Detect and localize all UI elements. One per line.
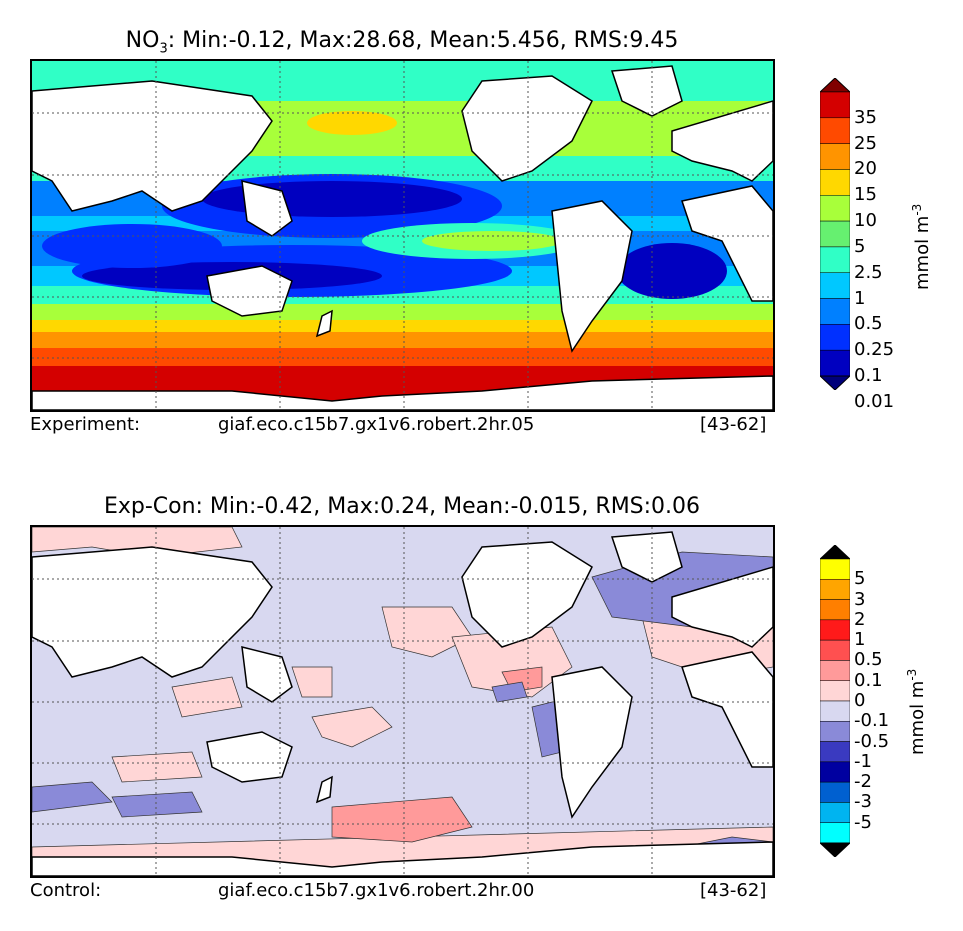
top-footer-years: [43-62] (700, 414, 767, 435)
indian-gyre (42, 224, 222, 268)
bottom-colorbar-swatch (819, 619, 851, 641)
top-colorbar-swatch (819, 298, 851, 325)
south-america (551, 200, 633, 353)
top-colorbar-swatch (819, 169, 851, 196)
bottom-colorbar-top-arrow (818, 544, 852, 560)
top-colorbar-swatch (819, 117, 851, 144)
top-colorbar-tick-label: 35 (854, 106, 877, 128)
top-gridlines (32, 61, 773, 410)
top-colorbar-swatch (819, 220, 851, 248)
bottom-colorbar-svg (818, 544, 852, 858)
bottom-footer-label: Control: (30, 880, 102, 901)
bottom-colorbar-tick-label: -3 (854, 791, 872, 813)
bottom-colorbar-tick-label: -0.5 (854, 730, 890, 752)
top-unit-exp: -3 (910, 203, 924, 216)
bottom-colorbar-swatch (819, 700, 851, 722)
top-colorbar-unit: mmol m-3 (910, 204, 933, 290)
top-colorbar-tick-label: 0.5 (854, 313, 883, 335)
new-zealand (315, 309, 333, 338)
bottom-colorbar-tick-label: 0.1 (854, 669, 883, 691)
top-colorbar-swatch (819, 246, 851, 273)
bottom-colorbar-tick-label: -2 (854, 771, 872, 793)
top-title-stats: : Min:-0.12, Max:28.68, Mean:5.456, RMS:… (167, 28, 679, 53)
bottom-colorbar-swatch (819, 741, 851, 763)
bottom-colorbar-tick-label: -5 (854, 811, 872, 833)
n-pacific-high (307, 111, 397, 135)
top-title-sub: 3 (159, 41, 168, 57)
no3-south-band-5 (32, 332, 773, 350)
bottom-colorbar-swatch (819, 558, 851, 580)
bottom-colorbar-tick-label: 2 (854, 608, 866, 630)
bottom-colorbar-swatch (819, 802, 851, 823)
top-colorbar-svg (818, 77, 852, 391)
bottom-colorbar-tick-label: 0.5 (854, 649, 883, 671)
africa (681, 185, 773, 302)
eq-pacific-upwelling-core (422, 231, 562, 251)
top-colorbar-tick-label: 0.1 (854, 365, 883, 386)
top-panel-title: NO3: Min:-0.12, Max:28.68, Mean:5.456, R… (30, 28, 774, 56)
bottom-colorbar-swatch (819, 822, 851, 844)
top-colorbar-tick-label: 2.5 (854, 261, 883, 283)
bottom-gridlines (32, 527, 773, 876)
n-pacific-gyre-core (202, 181, 462, 217)
bottom-footer-case: giaf.eco.c15b7.gx1v6.robert.2hr.00 (218, 880, 535, 901)
top-colorbar-tick-label: 5 (854, 235, 866, 257)
bottom-colorbar-tick-label: 0 (854, 690, 866, 711)
top-colorbar-top-arrow (818, 77, 852, 93)
top-title-var: NO (125, 28, 160, 53)
top-map-svg (32, 61, 773, 410)
antarctica (32, 375, 773, 410)
bottom-colorbar-swatch (819, 721, 851, 742)
bottom-colorbar-bottom-arrow (818, 842, 852, 858)
bottom-colorbar-tick-label: 1 (854, 629, 866, 651)
bottom-colorbar-swatch (819, 639, 851, 661)
bottom-colorbar-tick-label: -0.1 (854, 710, 890, 732)
bottom-colorbar-swatch (819, 680, 851, 702)
top-footer-label: Experiment: (30, 414, 141, 435)
bottom-unit-text: mmol m (907, 680, 928, 755)
bottom-colorbar-swatch (819, 660, 851, 681)
no3-south-band-4 (32, 320, 773, 334)
bottom-panel-title: Exp-Con: Min:-0.42, Max:0.24, Mean:-0.01… (103, 494, 701, 519)
top-footer-case: giaf.eco.c15b7.gx1v6.robert.2hr.05 (218, 414, 535, 435)
bottom-footer-years: [43-62] (700, 880, 767, 901)
top-colorbar-swatch (819, 143, 851, 170)
top-map (30, 59, 775, 412)
s-atlantic-gyre (617, 243, 727, 299)
australia (206, 265, 293, 317)
top-colorbar-tick-label: 0.01 (854, 390, 895, 412)
bottom-colorbar (818, 544, 852, 858)
bottom-unit-exp: -3 (905, 668, 919, 681)
bottom-map-svg (32, 527, 773, 876)
top-colorbar-tick-label: 25 (854, 132, 877, 154)
bottom-colorbar-tick-label: 5 (854, 568, 866, 590)
top-colorbar-tick-label: 0.25 (854, 339, 895, 361)
top-colorbar-tick-label: 20 (854, 158, 877, 180)
top-unit-text: mmol m (912, 215, 933, 290)
bottom-colorbar-tick-label: -1 (854, 750, 872, 772)
bottom-map (30, 525, 775, 878)
top-colorbar-bottom-arrow (818, 375, 852, 391)
top-colorbar-swatch (819, 272, 851, 299)
bottom-colorbar-swatch (819, 761, 851, 783)
top-colorbar-swatch (819, 195, 851, 222)
top-colorbar (818, 77, 852, 391)
north-america (461, 75, 593, 182)
bottom-colorbar-swatch (819, 579, 851, 600)
top-colorbar-tick-label: 15 (854, 184, 877, 206)
top-colorbar-tick-label: 10 (854, 210, 877, 232)
bottom-colorbar-unit: mmol m-3 (905, 669, 928, 755)
top-colorbar-swatch (819, 349, 851, 377)
top-colorbar-swatch (819, 324, 851, 351)
bottom-colorbar-swatch (819, 781, 851, 803)
top-colorbar-swatch (819, 91, 851, 119)
bottom-colorbar-swatch (819, 599, 851, 621)
europe (671, 100, 773, 182)
top-colorbar-tick-label: 1 (854, 287, 866, 309)
greenland (610, 65, 683, 117)
no3-south-band-3 (32, 304, 773, 322)
bottom-colorbar-tick-label: 3 (854, 588, 866, 610)
